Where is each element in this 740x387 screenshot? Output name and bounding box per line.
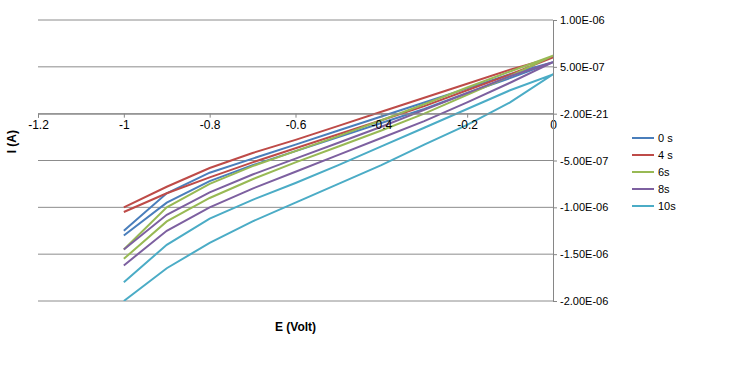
legend-label: 10s <box>658 200 676 212</box>
y-axis: -2.00E-06 -1.50E-06 -1.00E-06 -5.00E-07 -2.0… <box>553 14 608 307</box>
y-tick-label: -2.00E-21 <box>560 108 608 120</box>
legend-swatch <box>632 154 654 156</box>
y-tick: -1.50E-06 <box>553 248 608 260</box>
series-line <box>124 56 553 259</box>
y-tick-label: -1.50E-06 <box>560 248 608 260</box>
y-axis-title: I (A) <box>5 130 19 153</box>
y-tick: -2.00E-21 <box>553 108 608 120</box>
legend-label: 6s <box>658 166 670 178</box>
legend-label: 4 s <box>658 149 673 161</box>
y-tick-mark <box>553 67 557 68</box>
y-tick-mark <box>553 207 557 208</box>
y-tick-label: -2.00E-06 <box>560 295 608 307</box>
x-tick-mark <box>124 114 125 118</box>
x-tick-label: -1.2 <box>28 118 49 132</box>
legend-swatch <box>632 205 654 207</box>
y-tick-mark <box>553 161 557 162</box>
chart: -1.2-1-0.8-0.6-0.4-0.20-2.00E-06-1.50E-0… <box>0 0 740 387</box>
legend-label: 0 s <box>658 132 673 144</box>
y-tick: 1.00E-06 <box>553 14 605 26</box>
x-tick: -0.8 <box>200 114 221 133</box>
x-axis-title: E (Volt) <box>275 320 316 334</box>
legend-swatch <box>632 137 654 139</box>
x-tick: -1.2 <box>28 114 49 133</box>
grid-line <box>38 301 553 302</box>
x-tick-mark <box>38 114 39 118</box>
x-tick-mark <box>210 114 211 118</box>
x-tick: -0.4 <box>371 114 392 133</box>
x-tick-label: -0.8 <box>200 118 221 132</box>
grid-line <box>38 66 553 67</box>
grid-line <box>38 160 553 161</box>
x-tick-label: -0.2 <box>457 118 478 132</box>
series-line <box>124 74 553 301</box>
y-tick-mark <box>553 114 557 115</box>
x-tick: -0.6 <box>286 114 307 133</box>
y-tick: -1.00E-06 <box>553 201 608 213</box>
grid <box>38 20 553 301</box>
legend-label: 8s <box>658 183 670 195</box>
y-tick-mark <box>553 301 557 302</box>
grid-line <box>38 207 553 208</box>
y-tick: -5.00E-07 <box>553 155 608 167</box>
grid-line <box>38 20 553 21</box>
x-tick-label: -0.4 <box>371 118 392 132</box>
x-tick-label: -0.6 <box>286 118 307 132</box>
y-tick-mark <box>553 20 557 21</box>
x-tick-label: -1 <box>119 118 130 132</box>
legend-swatch <box>632 171 654 173</box>
legend-swatch <box>632 188 654 190</box>
x-tick: -1 <box>119 114 130 133</box>
series-line <box>124 57 553 212</box>
y-tick-mark <box>553 254 557 255</box>
y-tick: -2.00E-06 <box>553 295 608 307</box>
x-tick-mark <box>296 114 297 118</box>
y-tick-label: 1.00E-06 <box>560 14 605 26</box>
y-tick-label: -5.00E-07 <box>560 155 608 167</box>
x-axis: -1.2-1-0.8-0.6-0.4-0.20 <box>28 114 557 133</box>
series-line <box>124 62 553 265</box>
x-axis-line <box>39 114 554 118</box>
y-tick: 5.00E-07 <box>553 61 605 73</box>
y-tick-label: 5.00E-07 <box>560 61 605 73</box>
plot-area <box>124 56 553 301</box>
y-axis-line <box>554 21 558 302</box>
x-tick-mark <box>381 114 382 118</box>
legend: 0 s 4 s 6s 8s 10s <box>632 132 676 212</box>
y-tick-label: -1.00E-06 <box>560 201 608 213</box>
grid-line <box>38 254 553 255</box>
x-tick-mark <box>467 114 468 118</box>
x-tick: -0.2 <box>457 114 478 133</box>
